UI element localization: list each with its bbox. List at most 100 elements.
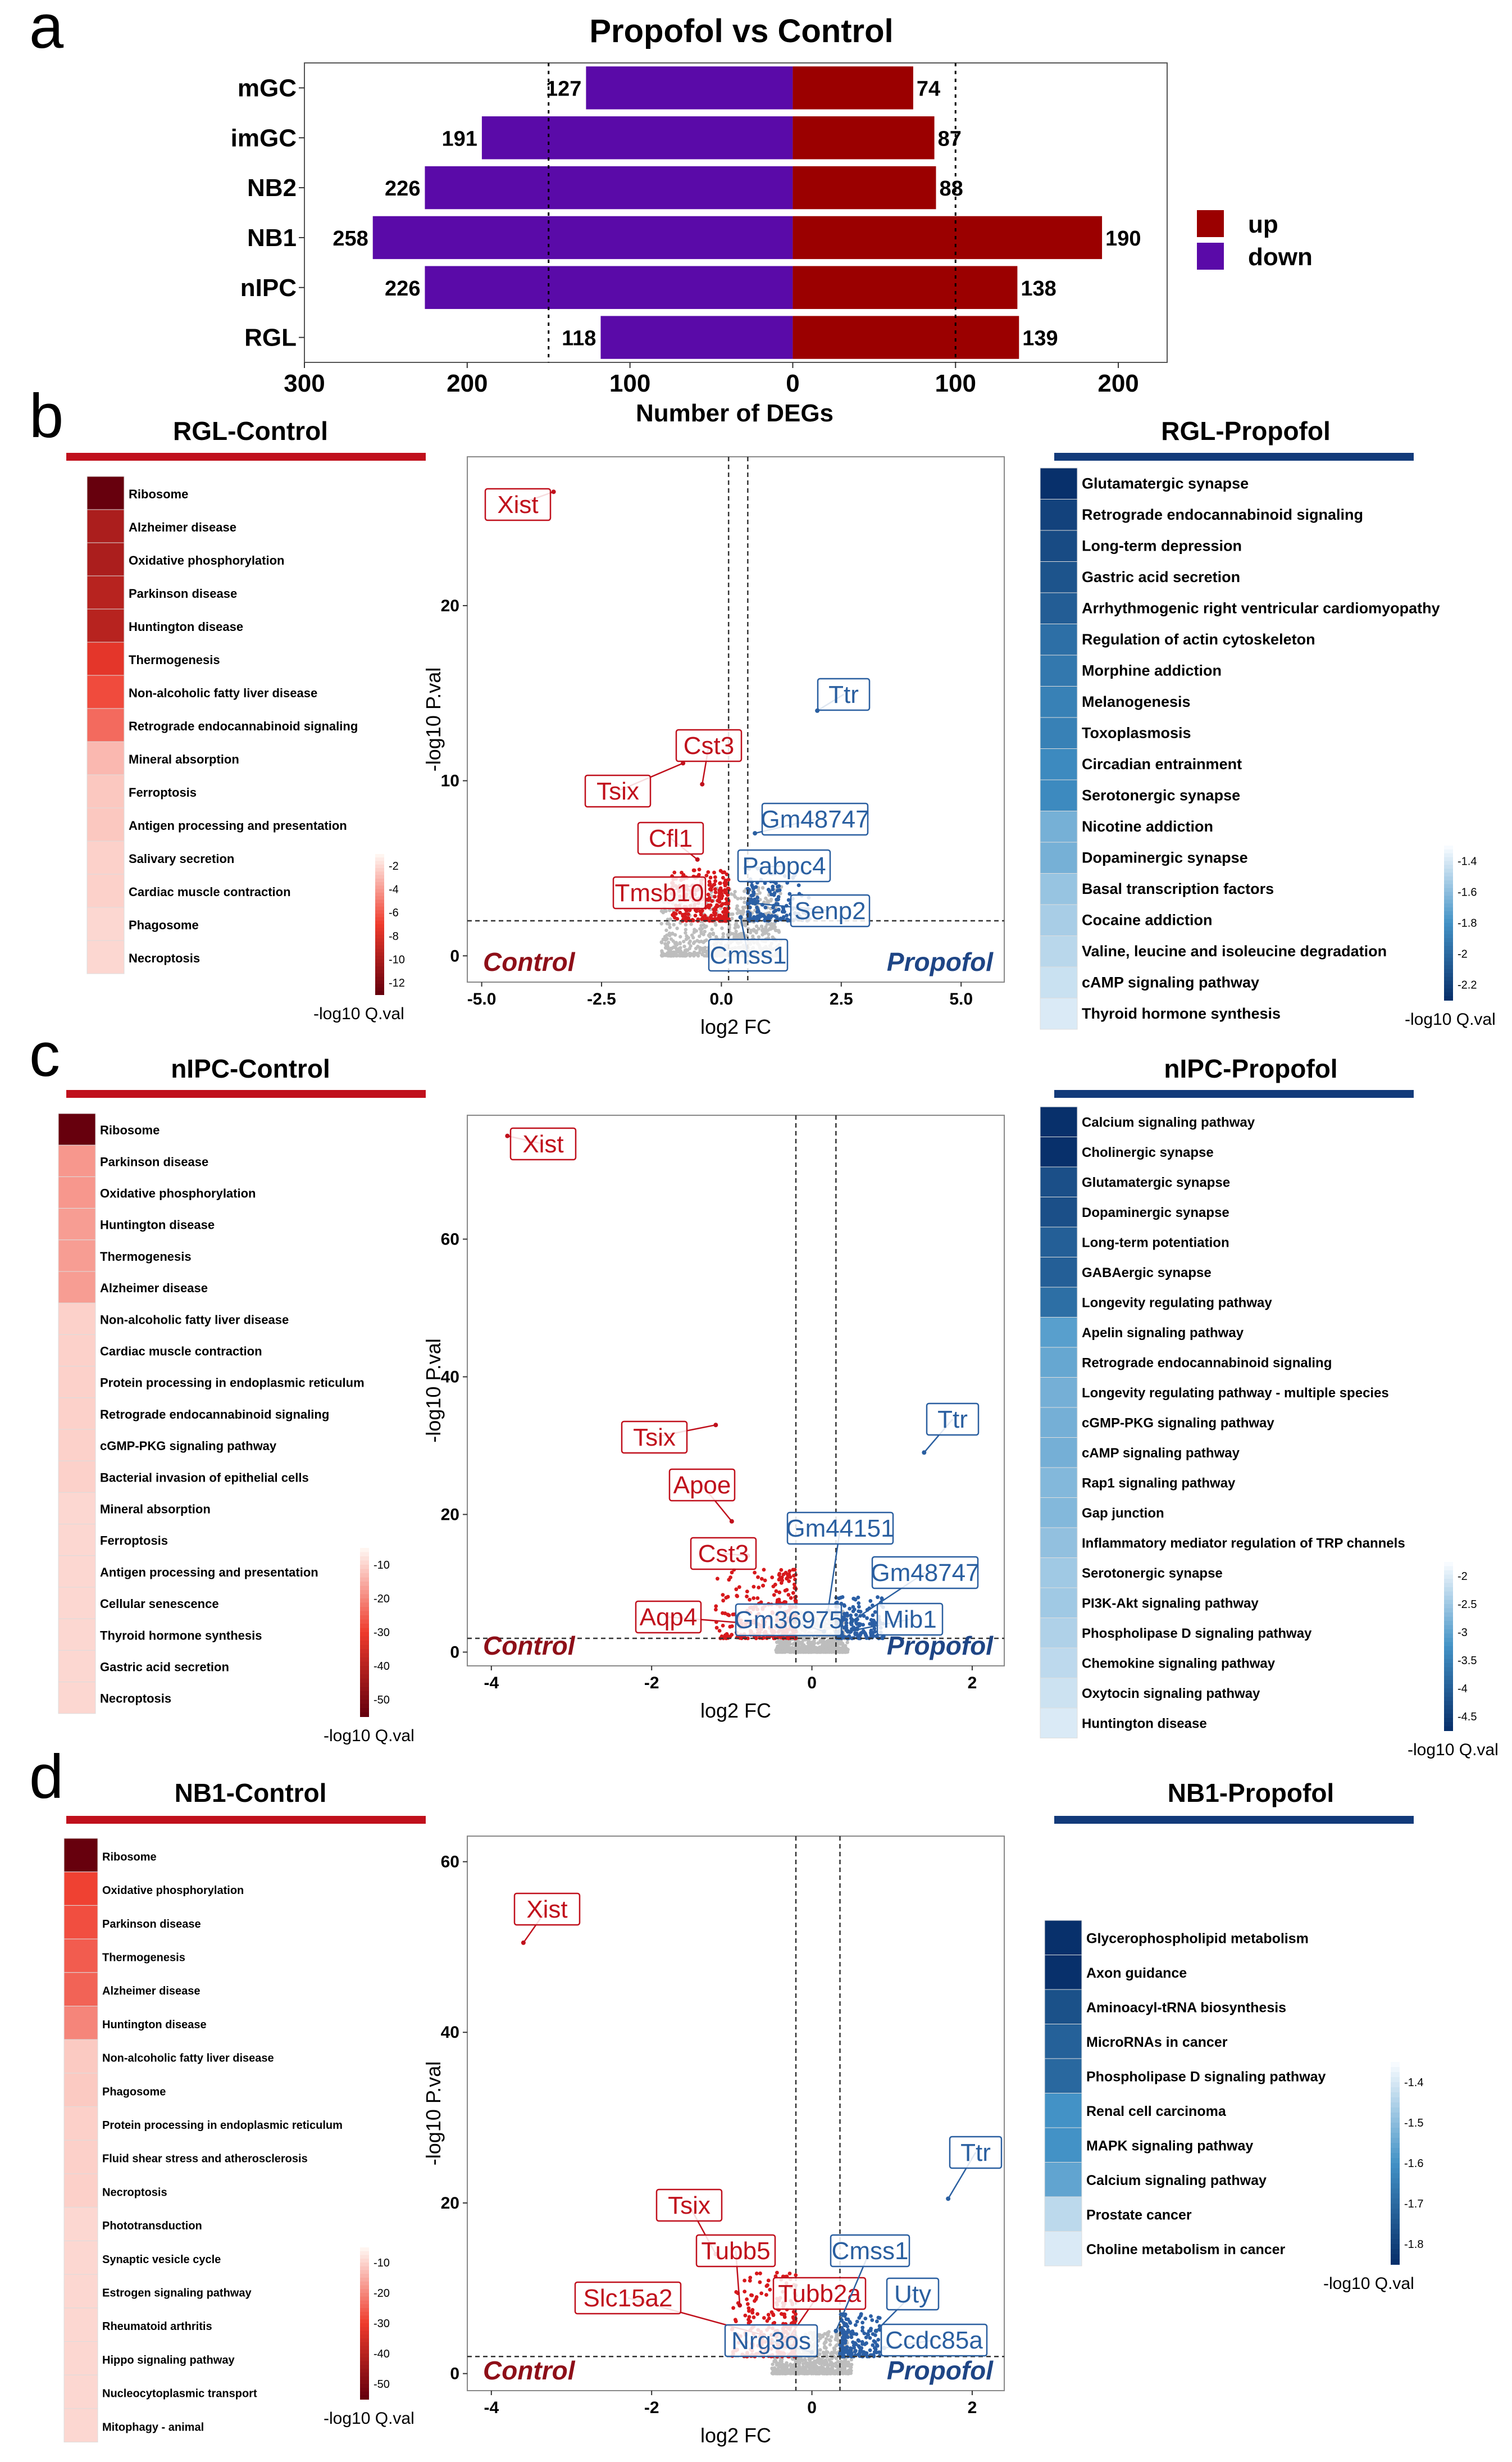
- panel-b-heat-control-term-7: Retrograde endocannabinoid signaling: [129, 719, 358, 733]
- panel-b-heat-control-cell-2: [86, 542, 125, 576]
- panel-c-volcano-point-grey-675: [827, 1644, 832, 1648]
- panel-b-volcano-point-control-228: [717, 900, 722, 904]
- panel-d-heat-control-colorbar-step-31: [360, 2365, 369, 2369]
- panel-d-heat-propofol-cell-0: [1044, 1920, 1082, 1955]
- panel-b-volcano-point-propofol-166: [754, 885, 758, 889]
- panel-d-heat-control-colorbar-step-36: [360, 2384, 369, 2388]
- panel-b-volcano-point-control-187: [713, 887, 717, 891]
- panel-c-volcano-point-grey-88: [845, 1641, 849, 1645]
- panel-b-volcano-point-grey-565: [663, 942, 667, 946]
- panel-d-heat-control-cell-6: [63, 2039, 98, 2074]
- panel-c-heat-propofol-colorbar-step-21: [1444, 1650, 1453, 1655]
- panel-d-volcano-point-control-91: [758, 2271, 762, 2275]
- panel-d-heat-propofol-term-4: Phospholipase D signaling pathway: [1086, 2069, 1326, 2085]
- panel-c-heat-control-colorbar-step-28: [360, 1666, 369, 1671]
- panel-d-heat-control-term-9: Fluid shear stress and atherosclerosis: [102, 2153, 308, 2165]
- panel-c-volcano-point-propofol-169: [869, 1618, 873, 1622]
- bar-up-NB2: [793, 166, 936, 210]
- panel-b-volcano-point-grey-110: [684, 928, 688, 932]
- panel-c-volcano-point-control-255: [752, 1584, 756, 1589]
- panel-c-heat-propofol-colorbar-step-15: [1444, 1625, 1453, 1630]
- panel-d-heat-propofol-colorbar-step-0: [1391, 2062, 1400, 2068]
- panel-d-volcano-point-propofol-164: [846, 2349, 850, 2354]
- panel-c-heat-control-cell-1: [58, 1144, 96, 1177]
- panel-b-volcano-point-grey-693: [764, 896, 768, 901]
- panel-c-volcano-point-grey-585: [810, 1642, 815, 1647]
- panel-c-volcano-point-control-113: [721, 1623, 725, 1628]
- bar-label-down-RGL: 118: [562, 327, 596, 351]
- panel-b-volcano-gene-label-Cfl1: Cfl1: [649, 825, 693, 852]
- panel-label-b: b: [29, 381, 63, 451]
- panel-d-volcano-ytick-label-2: 40: [441, 2023, 459, 2042]
- bar-xtick-label-5: 200: [1097, 370, 1138, 397]
- panel-d-heat-control-term-17: Mitophagy - animal: [102, 2421, 204, 2433]
- panel-b-volcano-point-control-92: [712, 870, 716, 875]
- panel-c-heat-propofol-term-0: Calcium signaling pathway: [1082, 1115, 1255, 1130]
- panel-b-volcano-point-propofol-73: [776, 907, 781, 912]
- panel-d-volcano-point-grey-678: [789, 2370, 793, 2375]
- panel-d-heat-control-colorbar-step-2: [360, 2255, 369, 2260]
- panel-c-heat-control-term-18: Necroptosis: [100, 1692, 171, 1706]
- panel-b-volcano-point-propofol-172: [748, 905, 752, 910]
- panel-b-volcano-ytick-label-1: 10: [441, 772, 459, 791]
- panel-c-heat-propofol-colorbar-step-4: [1444, 1579, 1453, 1584]
- panel-b-volcano-point-propofol-157: [763, 915, 768, 920]
- panel-d-volcano-group-label-propofol: Propofol: [887, 2356, 994, 2385]
- panel-d-volcano-point-control-252: [793, 2320, 797, 2324]
- panel-c-heat-control-colorbar-step-27: [360, 1661, 369, 1666]
- panel-d-heat-control-term-2: Parkinson disease: [102, 1918, 201, 1930]
- panel-d-heat-control-term-10: Necroptosis: [102, 2186, 167, 2198]
- panel-c-heat-control-colorbar-step-22: [360, 1641, 369, 1646]
- panel-c-volcano-ytick-label-0: 0: [450, 1643, 459, 1662]
- panel-c-heat-control-colorbar-step-30: [360, 1674, 369, 1679]
- panel-d-heat-control-colorbar-step-19: [360, 2319, 369, 2324]
- panel-c-heat-control-term-7: Cardiac muscle contraction: [100, 1344, 262, 1358]
- panel-c-heat-control-cell-16: [58, 1618, 96, 1651]
- panel-d-heat-control-colorbar-step-13: [360, 2296, 369, 2301]
- panel-b-volcano-point-grey-458: [664, 909, 668, 913]
- panel-b-volcano-point-propofol-163: [782, 910, 786, 914]
- panel-d-heat-control-colorbar-step-4: [360, 2263, 369, 2267]
- panel-c-heat-control-term-12: Mineral absorption: [100, 1502, 211, 1516]
- panel-b-volcano-point-control-209: [718, 914, 722, 917]
- panel-b-volcano-point-grey-473: [691, 941, 696, 946]
- panel-c-heat-propofol-colorbar-tick-0: -2: [1458, 1570, 1468, 1583]
- panel-c-heat-control-term-16: Thyroid hormone synthesis: [100, 1628, 262, 1642]
- panel-c-heat-propofol-cell-0: [1040, 1106, 1078, 1137]
- panel-d-heat-control-colorbar-step-20: [360, 2323, 369, 2328]
- panel-b-volcano-point-grey-537: [744, 905, 748, 909]
- panel-c-heat-propofol-colorbar-step-0: [1444, 1562, 1453, 1567]
- panel-b-volcano-point-propofol-152: [773, 914, 777, 918]
- panel-b-volcano-point-grey-480: [769, 921, 773, 926]
- panel-d-heat-propofol-colorbar-step-17: [1391, 2148, 1400, 2154]
- panel-c-volcano-gene-label-Apoe: Apoe: [673, 1471, 731, 1499]
- panel-d-volcano-point-grey-692: [823, 2340, 827, 2345]
- panel-b-volcano-point-propofol-148: [768, 915, 773, 920]
- panel-c-heat-control-colorbar-step-39: [360, 1712, 369, 1717]
- panel-d-volcano-point-grey-597: [805, 2370, 809, 2374]
- panel-d-volcano-gene-label-Ttr: Ttr: [960, 2139, 991, 2166]
- panel-b-volcano-gene-label-Cmss1: Cmss1: [710, 942, 787, 969]
- panel-d-volcano-point-control-149: [747, 2315, 752, 2319]
- panel-b-volcano-point-control-21: [704, 874, 709, 878]
- panel-b-volcano-point-grey-676: [680, 952, 684, 957]
- panel-b-heat-control-colorbar-step-4: [375, 868, 384, 873]
- panel-b-heat-propofol-colorbar-step-21: [1444, 926, 1453, 932]
- panel-b-heat-control-legend-title: -log10 Q.val: [313, 1005, 404, 1023]
- panel-d-volcano-point-control-255: [765, 2319, 769, 2323]
- panel-b-volcano-point-grey-660: [663, 934, 667, 939]
- panel-b-volcano-point-propofol-69: [774, 881, 778, 885]
- panel-c-heat-propofol-colorbar-step-36: [1444, 1714, 1453, 1719]
- panel-d-heat-propofol-colorbar-step-26: [1391, 2193, 1400, 2199]
- panel-d-volcano-point-grey-585: [783, 2370, 787, 2375]
- panel-b-heat-propofol-colorbar-step-25: [1444, 942, 1453, 947]
- panel-c-volcano-point-propofol-43: [872, 1627, 877, 1631]
- panel-c-volcano-gene-label-Xist: Xist: [522, 1130, 563, 1158]
- panel-c-volcano-point-control-218: [791, 1574, 796, 1578]
- panel-b-heat-propofol-term-15: Valine, leucine and isoleucine degradati…: [1082, 943, 1387, 960]
- panel-b-volcano-gene-label-Pabpc4: Pabpc4: [742, 852, 826, 880]
- panel-b-volcano-point-grey-488: [760, 933, 764, 937]
- panel-d-heat-propofol-cell-5: [1044, 2093, 1082, 2128]
- panel-b-volcano-point-control-257: [723, 879, 728, 883]
- panel-b-heat-control-cell-14: [86, 940, 125, 974]
